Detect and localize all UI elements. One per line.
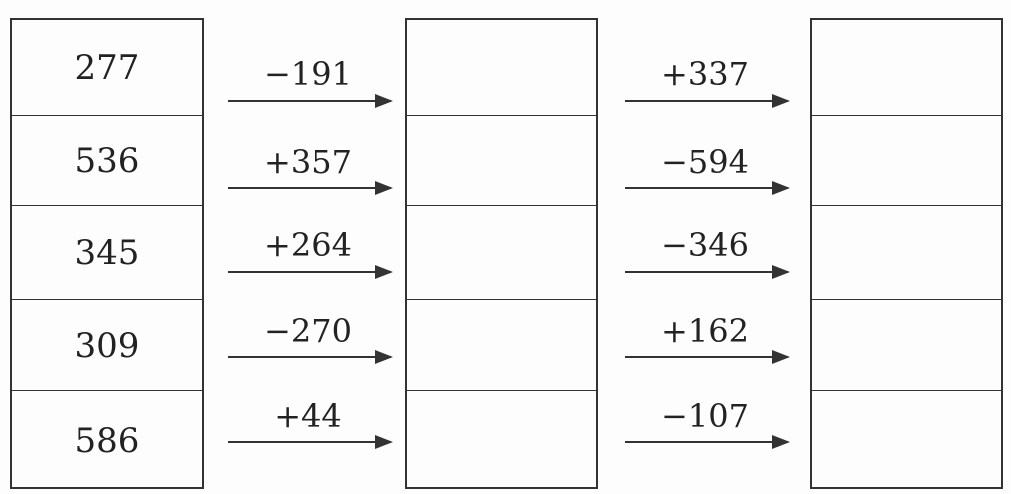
- second-op-label: −107: [661, 397, 749, 435]
- second-op-label: −594: [661, 143, 749, 181]
- end-cell[interactable]: [812, 299, 1001, 391]
- first-op-label: −270: [264, 312, 352, 350]
- middle-cell[interactable]: [407, 390, 596, 491]
- arrow-right-icon: [625, 265, 790, 279]
- start-cell: 345: [12, 205, 202, 300]
- arrow-right-icon: [228, 265, 393, 279]
- arrow-right-icon: [625, 435, 790, 449]
- start-cell: 309: [12, 299, 202, 391]
- arrow-right-icon: [228, 435, 393, 449]
- arrow-right-icon: [228, 350, 393, 364]
- arrow-right-icon: [625, 350, 790, 364]
- start-cell: 536: [12, 115, 202, 206]
- end-cell[interactable]: [812, 20, 1001, 115]
- arrow-right-icon: [228, 94, 393, 108]
- first-op-label: +44: [274, 397, 342, 435]
- end-cell[interactable]: [812, 205, 1001, 300]
- second-op-label: +162: [661, 312, 749, 350]
- middle-cell[interactable]: [407, 115, 596, 206]
- arrow-right-icon: [625, 181, 790, 195]
- start-cell: 277: [74, 47, 140, 88]
- arrow-right-icon: [625, 94, 790, 108]
- end-column: [810, 18, 1003, 489]
- middle-cell[interactable]: [407, 299, 596, 391]
- second-op-label: +337: [661, 55, 749, 93]
- second-op-label: −346: [661, 226, 749, 264]
- first-op-label: +357: [264, 143, 352, 181]
- middle-column: [405, 18, 598, 489]
- start-cell: 586: [12, 390, 202, 491]
- middle-cell[interactable]: [407, 20, 596, 115]
- arrow-right-icon: [228, 181, 393, 195]
- start-column: 277 536 345 309 586: [10, 18, 204, 489]
- middle-cell[interactable]: [407, 205, 596, 300]
- end-cell[interactable]: [812, 390, 1001, 491]
- first-op-label: +264: [264, 226, 352, 264]
- end-cell[interactable]: [812, 115, 1001, 206]
- first-op-label: −191: [264, 55, 352, 93]
